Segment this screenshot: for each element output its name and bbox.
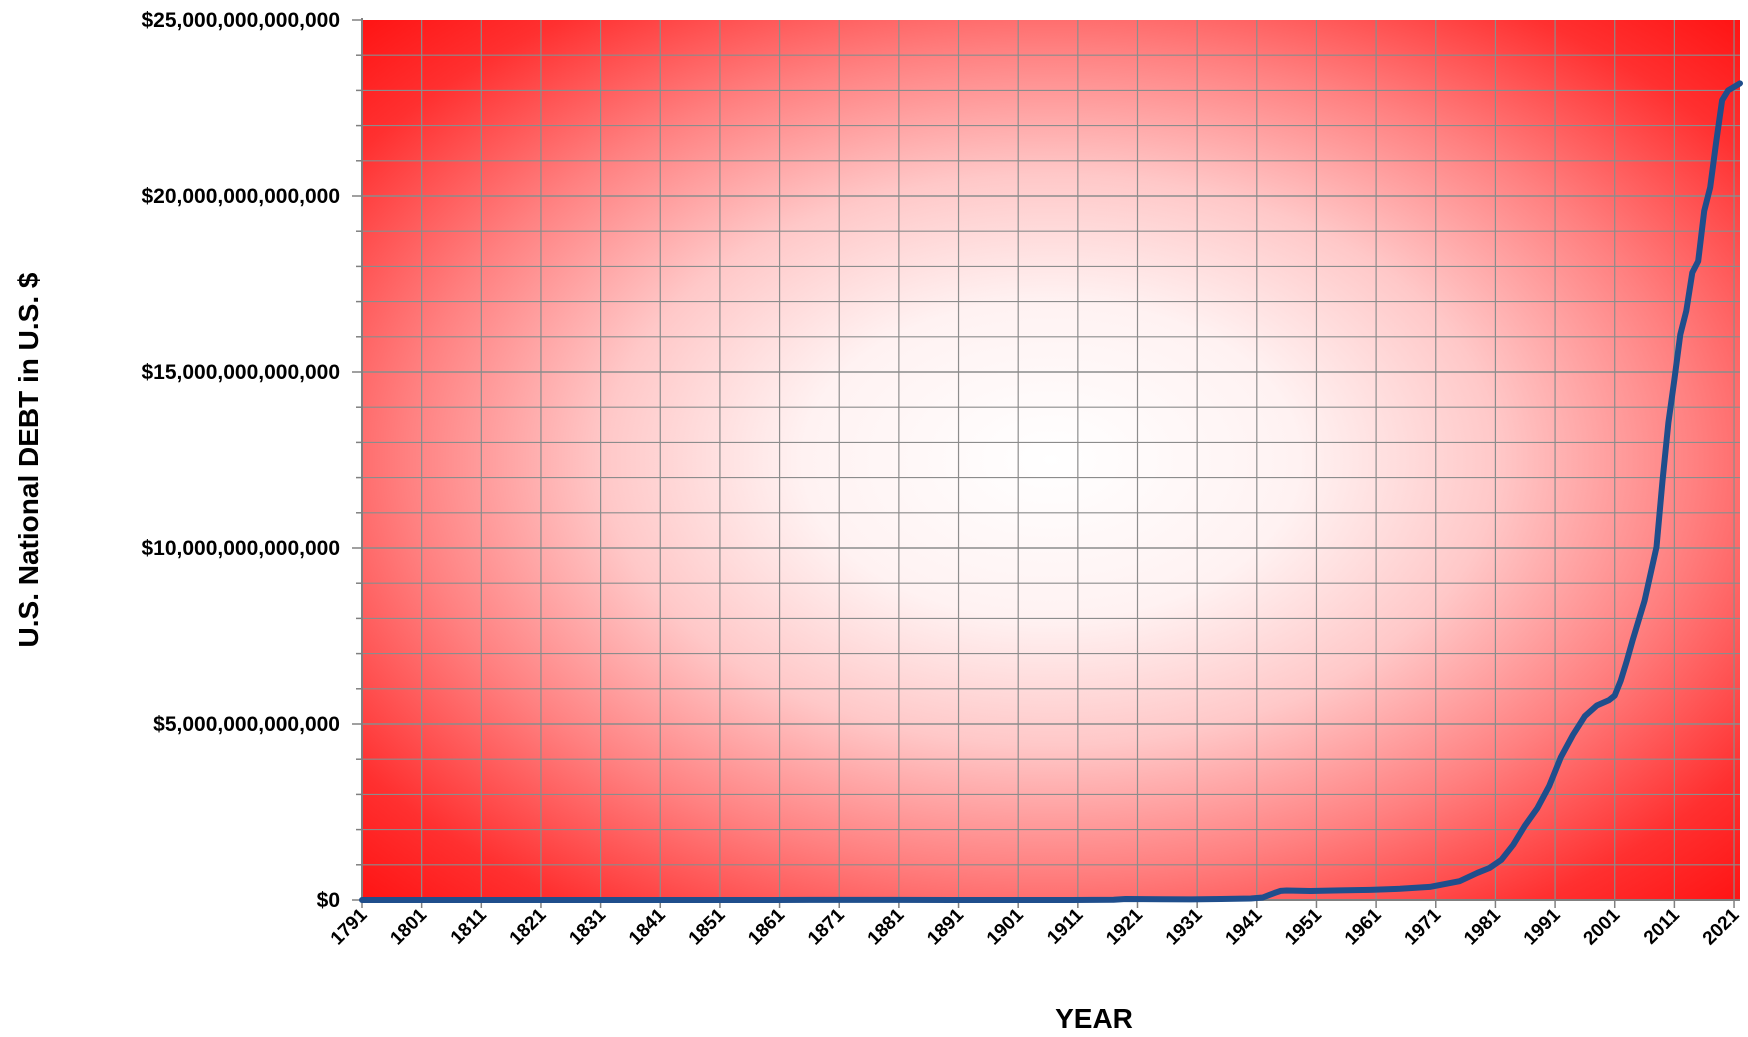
y-tick-label: $0 bbox=[317, 889, 340, 912]
y-axis-title: U.S. National DEBT in U.S. $ bbox=[13, 272, 44, 647]
x-tick-label: 2001 bbox=[1580, 904, 1625, 949]
y-tick-label: $20,000,000,000,000 bbox=[141, 185, 340, 208]
x-tick-label: 1871 bbox=[804, 904, 849, 949]
x-tick-label: 1821 bbox=[506, 904, 551, 949]
x-tick-label: 1991 bbox=[1520, 904, 1565, 949]
y-tick-label: $25,000,000,000,000 bbox=[141, 9, 340, 32]
x-tick-label: 1831 bbox=[565, 904, 610, 949]
x-tick-label: 1841 bbox=[625, 904, 670, 949]
x-axis-title: YEAR bbox=[1055, 1003, 1133, 1034]
x-tick-label: 1911 bbox=[1043, 904, 1087, 948]
debt-series-line bbox=[359, 80, 1743, 903]
y-tick-labels: $0 $5,000,000,000,000 $10,000,000,000,000 $… bbox=[141, 9, 340, 912]
x-tick-label: 1901 bbox=[983, 904, 1028, 949]
x-tick-label: 1951 bbox=[1281, 904, 1326, 949]
x-tick-label: 1801 bbox=[386, 904, 431, 949]
x-tick-labels: 1791 1801 1811 1821 1831 1841 1851 1861 1871 1881… bbox=[327, 904, 1744, 949]
y-tick-label: $10,000,000,000,000 bbox=[141, 537, 340, 560]
x-tick-label: 1941 bbox=[1222, 904, 1267, 949]
x-tick-label: 2021 bbox=[1699, 904, 1744, 949]
x-tick-label: 1971 bbox=[1401, 904, 1446, 949]
x-tick-label: 1981 bbox=[1460, 904, 1505, 949]
x-tick-label: 1961 bbox=[1341, 904, 1386, 949]
x-tick-label: 1881 bbox=[864, 904, 909, 949]
x-tick-label: 2011 bbox=[1640, 904, 1684, 948]
x-tick-label: 1851 bbox=[685, 904, 730, 949]
x-tick-label: 1891 bbox=[923, 904, 968, 949]
x-tick-label: 1861 bbox=[744, 904, 789, 949]
x-tick-label: 1921 bbox=[1102, 904, 1147, 949]
minor-gridlines bbox=[362, 54, 1740, 866]
x-tick-label: 1811 bbox=[447, 904, 491, 948]
plot-area bbox=[362, 20, 1740, 900]
x-tick-label: 1931 bbox=[1162, 904, 1207, 949]
y-tick-label: $15,000,000,000,000 bbox=[141, 361, 340, 384]
y-tick-label: $5,000,000,000,000 bbox=[153, 713, 340, 736]
